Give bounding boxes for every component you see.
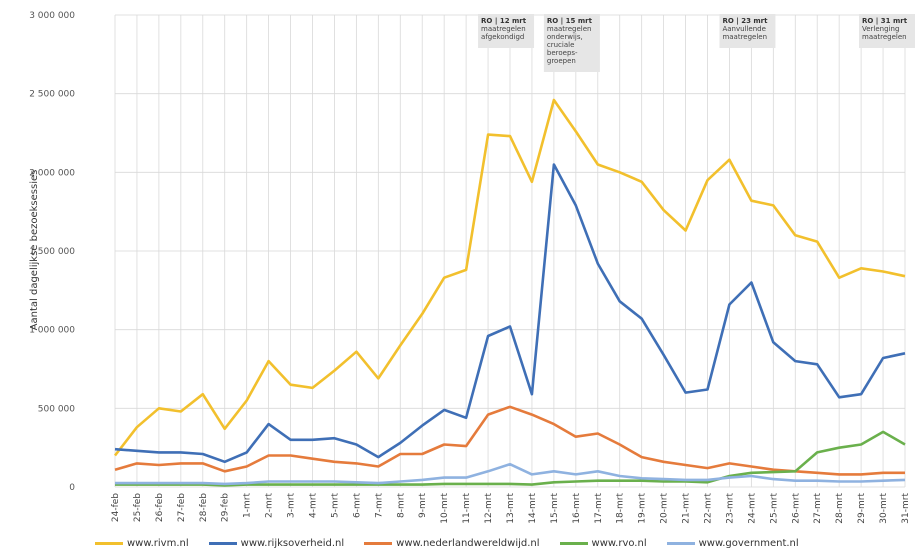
- y-tick-label: 0: [69, 483, 75, 493]
- series-line: [114, 163, 906, 464]
- x-tick-label: 25-mrt: [769, 493, 779, 524]
- annotation-title: RO | 31 mrt: [862, 17, 908, 26]
- x-tick-label: 23-mrt: [725, 493, 735, 524]
- x-tick-label: 20-mrt: [660, 493, 670, 524]
- x-tick-label: 12-mrt: [484, 493, 494, 524]
- x-tick-label: 24-mrt: [747, 493, 757, 524]
- annotation-title: RO | 15 mrt: [547, 17, 593, 26]
- x-tick-label: 26-mrt: [791, 493, 801, 524]
- series-line: [114, 405, 905, 476]
- annotation-text: maatregelen: [722, 33, 767, 41]
- annotation-box: [543, 14, 600, 72]
- x-tick-label: 28-mrt: [835, 493, 845, 524]
- legend-label: www.government.nl: [698, 538, 799, 549]
- x-tick-label: 21-mrt: [682, 493, 692, 524]
- x-tick-label: 8-mrt: [396, 493, 406, 518]
- y-tick-label: 3 000 000: [29, 11, 75, 21]
- series-line: [115, 430, 906, 487]
- series-line: [113, 98, 906, 457]
- annotation-box: [859, 14, 915, 48]
- x-tick-label: 29-mrt: [857, 493, 867, 524]
- annotation-text: maatregelen: [547, 25, 592, 33]
- y-tick-label: 1 500 000: [29, 247, 75, 257]
- legend-swatch: [666, 542, 695, 545]
- grid-lines: [114, 14, 906, 488]
- y-axis-label: Aantal dagelijkse bezoeksessies: [29, 170, 40, 331]
- x-tick-label: 28-feb: [199, 493, 209, 522]
- y-tick-label: 500 000: [38, 404, 75, 414]
- x-tick-label: 11-mrt: [462, 493, 472, 524]
- annotation-text: maatregelen: [862, 33, 907, 41]
- x-tick-label: 9-mrt: [418, 493, 428, 518]
- x-tick-label: 31-mrt: [901, 493, 911, 524]
- x-tick-label: 29-feb: [221, 493, 231, 522]
- y-tick-label: 1 000 000: [29, 326, 75, 336]
- legend-swatch: [95, 542, 123, 545]
- x-tick-label: 7-mrt: [374, 493, 384, 518]
- legend-label: www.rijksoverheid.nl: [240, 538, 345, 549]
- x-tick-label: 30-mrt: [879, 493, 889, 524]
- x-tick-label: 1-mrt: [243, 493, 253, 518]
- legend-item: www.rvo.nl: [559, 538, 647, 549]
- x-axis-ticks: 24-feb 25-feb 26-feb 27-feb 28-feb 29-feb 1-mr…: [111, 493, 911, 524]
- annotation-box: [719, 14, 776, 48]
- x-tick-label: 27-mrt: [813, 493, 823, 524]
- x-tick-label: 10-mrt: [440, 493, 450, 524]
- annotation-text: afgekondigd: [481, 33, 524, 41]
- annotation-text: Aanvullende: [722, 25, 765, 33]
- legend-item: www.government.nl: [666, 538, 799, 549]
- annotation-text: cruciale: [547, 41, 575, 49]
- x-tick-label: 16-mrt: [572, 493, 582, 524]
- annotation-text: maatregelen: [481, 25, 526, 33]
- annotation-title: RO | 12 mrt: [481, 17, 527, 26]
- legend-item: www.rijksoverheid.nl: [208, 538, 345, 549]
- y-tick-label: 2 000 000: [29, 168, 75, 178]
- annotation-text: Verlenging: [862, 25, 899, 33]
- legend-swatch: [364, 542, 393, 545]
- x-tick-label: 13-mrt: [506, 493, 516, 524]
- x-tick-label: 26-feb: [155, 493, 165, 522]
- annotation-text: onderwijs,: [547, 33, 583, 41]
- y-axis-ticks: 0 500 000 1 000 000 1 500 000 2 000 000 2 500…: [29, 11, 75, 493]
- x-tick-label: 24-feb: [111, 493, 121, 522]
- x-tick-label: 18-mrt: [616, 493, 626, 524]
- annotation-box: [478, 14, 535, 48]
- x-tick-label: 5-mrt: [330, 493, 340, 518]
- x-tick-label: 6-mrt: [352, 493, 362, 518]
- legend-swatch: [559, 542, 588, 545]
- legend-label: www.rivm.nl: [127, 538, 189, 549]
- x-tick-label: 2-mrt: [265, 493, 275, 518]
- annotation-title: RO | 23 mrt: [722, 17, 768, 26]
- legend: www.rivm.nl www.rijksoverheid.nl www.neder…: [95, 538, 910, 549]
- x-tick-label: 17-mrt: [594, 493, 604, 524]
- annotation-text: groepen: [547, 57, 576, 65]
- x-tick-label: 25-feb: [133, 493, 143, 522]
- series-lines: [113, 98, 906, 487]
- x-tick-label: 14-mrt: [528, 493, 538, 524]
- annotation-text: beroeps-: [547, 49, 578, 57]
- legend-item: www.rivm.nl: [95, 538, 189, 549]
- series-line: [115, 462, 906, 486]
- y-tick-label: 2 500 000: [29, 90, 75, 100]
- legend-label: www.nederlandwereldwijd.nl: [396, 538, 540, 549]
- x-tick-label: 4-mrt: [309, 493, 319, 518]
- x-tick-label: 27-feb: [177, 493, 187, 522]
- legend-label: www.rvo.nl: [591, 538, 647, 549]
- x-tick-label: 3-mrt: [287, 493, 297, 518]
- x-tick-label: 15-mrt: [550, 493, 560, 524]
- legend-swatch: [208, 542, 237, 545]
- x-tick-label: 22-mrt: [704, 493, 714, 524]
- legend-item: www.nederlandwereldwijd.nl: [364, 538, 540, 549]
- x-tick-label: 19-mrt: [638, 493, 648, 524]
